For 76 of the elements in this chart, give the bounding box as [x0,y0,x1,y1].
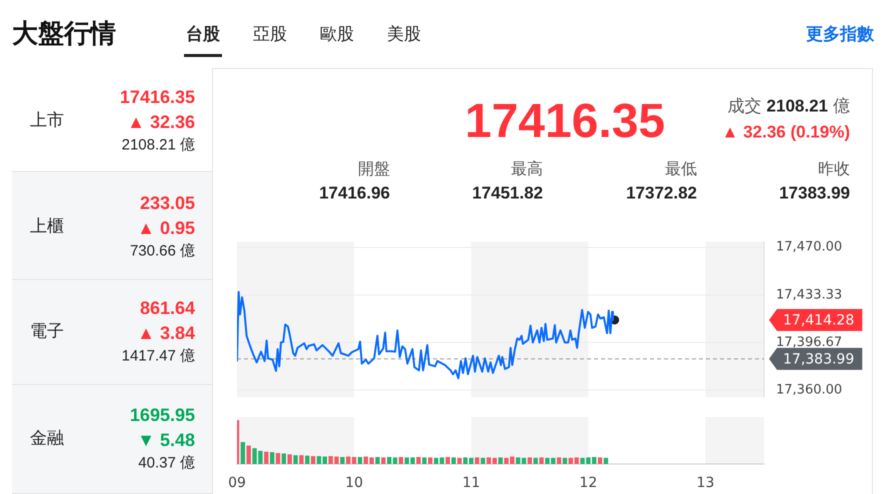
bar [528,457,532,464]
bar [358,456,362,464]
text: 更多指數 [806,24,874,44]
text: ▲ 32.36 (0.19%) [722,122,850,142]
bar [293,455,298,464]
bar [533,458,538,464]
bar [446,456,450,464]
bar [598,457,602,464]
text: 861.64 [140,298,195,318]
text: ▼ 5.48 [137,430,195,450]
text: 亞股 [253,24,287,44]
annotation: 17,414.28 [783,312,854,329]
text: 2108.21 億 [122,136,195,154]
bar [305,456,310,464]
bar [604,458,608,464]
text: 1417.47 億 [122,348,195,364]
bar [562,458,568,464]
bar [398,456,404,464]
text: 台股 [186,24,220,44]
y-tick-label: 17,470.00 [776,240,842,255]
text: 金融 [30,428,64,448]
y-tick-label: 17,433.33 [776,287,842,302]
bar [310,456,316,464]
text: 電子 [30,322,64,340]
text: ▲ 0.95 [137,218,195,238]
bar [381,457,386,464]
text: 17451.82 [472,184,543,202]
text: 2108.21 [766,96,828,116]
bar [340,456,345,464]
text: 40.37 億 [138,454,195,472]
y-tick-label: 17,360.00 [776,382,842,398]
bar [270,452,274,464]
text: 233.05 [140,193,195,213]
text: 17416.96 [319,184,390,202]
bar [428,457,432,464]
text: 上市 [30,110,64,130]
text: 億 [833,96,850,116]
ref-line-label: 17,383.99 [783,351,854,368]
bar [556,457,562,464]
x-tick-label: 12 [579,475,598,492]
text: 美股 [387,24,421,44]
x-tick-label: 13 [696,475,714,492]
bar [282,453,286,464]
bar [299,455,304,464]
bar [539,457,544,464]
text: 大盤行情 [12,18,116,48]
bar [422,457,427,464]
bar [498,457,503,464]
text: 730.66 億 [130,242,195,260]
bar [276,453,280,464]
text: 開盤 [358,161,390,178]
bar [416,456,421,464]
text: 昨收 [818,161,850,178]
x-tick-label: 10 [345,475,364,492]
bar [451,457,456,464]
text: 1695.95 [130,405,195,425]
text: 歐股 [320,24,354,44]
text: 17383.99 [779,184,850,202]
text: 最高 [511,161,543,178]
bar [264,452,268,464]
bar [474,457,480,464]
bar [375,456,380,464]
text: 上櫃 [30,216,64,236]
bar [288,454,292,464]
text: 17372.82 [626,184,697,202]
text: ▲ 3.84 [137,323,195,343]
text: 最低 [665,161,697,178]
bar [246,446,251,464]
x-tick-label: 09 [228,475,246,492]
text: 17416.35 [464,95,666,148]
bar [480,458,486,464]
y-tick-label: 17,396.67 [776,334,842,350]
text: 17416.35 [120,87,195,107]
text: 成交 [728,96,762,116]
x-tick-label: 11 [462,475,480,492]
text: ▲ 32.36 [127,112,195,132]
